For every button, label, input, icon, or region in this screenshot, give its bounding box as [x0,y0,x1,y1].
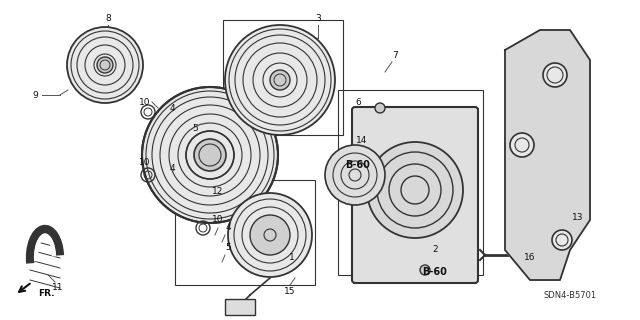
Circle shape [142,87,278,223]
Circle shape [375,103,385,113]
Text: 7: 7 [392,51,398,60]
Bar [175,180,315,285]
Text: 8: 8 [105,13,111,22]
Circle shape [250,215,290,255]
Text: 14: 14 [356,135,368,145]
Text: SDN4-B5701: SDN4-B5701 [543,291,596,300]
Text: 10: 10 [212,215,224,225]
Text: 4: 4 [225,223,231,233]
Circle shape [225,25,335,135]
Circle shape [325,145,385,205]
Text: 4: 4 [169,164,175,172]
Text: 1: 1 [289,253,295,262]
Text: 6: 6 [355,98,361,107]
FancyBboxPatch shape [352,107,478,283]
Text: 5: 5 [225,244,231,252]
Circle shape [97,57,113,73]
Polygon shape [505,30,590,280]
Text: 3: 3 [315,13,321,22]
Circle shape [543,63,567,87]
Text: B-60: B-60 [346,160,371,170]
Bar [223,20,343,135]
Circle shape [510,133,534,157]
Circle shape [270,70,290,90]
Text: 15: 15 [284,287,296,297]
Circle shape [552,230,572,250]
Text: 5: 5 [192,124,198,132]
Circle shape [367,142,463,238]
Circle shape [420,265,430,275]
Circle shape [228,193,312,277]
Text: 4: 4 [169,103,175,113]
Circle shape [67,27,143,103]
Text: 11: 11 [52,284,64,292]
Text: 10: 10 [140,157,151,166]
Text: B-60: B-60 [422,267,447,277]
Circle shape [194,139,226,171]
Bar [225,299,255,315]
Text: FR.: FR. [38,289,54,298]
Text: 2: 2 [432,245,438,254]
Text: 12: 12 [212,188,224,196]
Bar [338,90,483,275]
Text: 13: 13 [572,213,584,222]
Text: 9: 9 [32,91,38,100]
Text: 10: 10 [140,98,151,107]
Text: 16: 16 [524,253,536,262]
